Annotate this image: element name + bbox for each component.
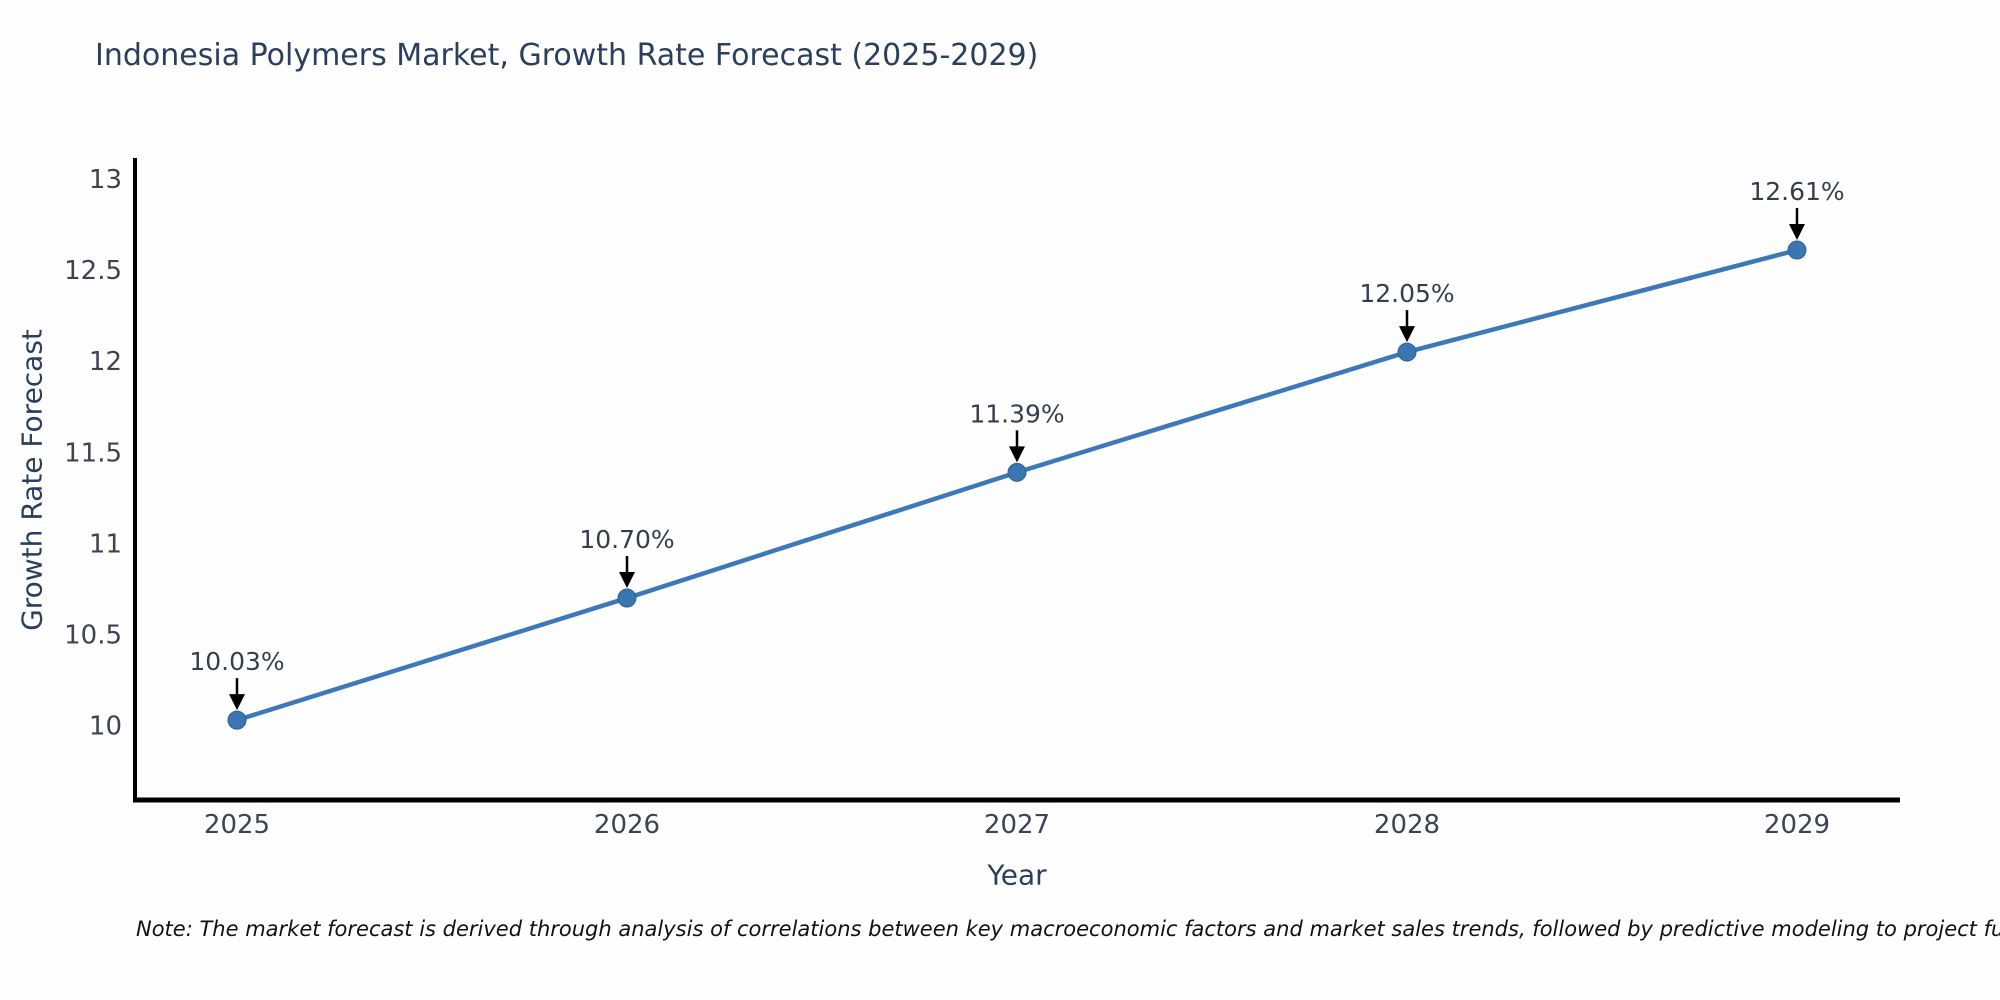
data-point-marker[interactable]	[227, 710, 247, 730]
annotation-arrow-head	[619, 572, 635, 589]
y-tick-label: 11	[89, 529, 122, 559]
annotation-arrow-head	[1399, 326, 1415, 343]
x-tick-label: 2028	[1374, 810, 1440, 840]
chart-note: Note: The market forecast is derived thr…	[136, 917, 2000, 941]
y-tick-label: 11.5	[64, 438, 122, 468]
y-tick-label: 12.5	[64, 256, 122, 286]
x-axis-title: Year	[987, 858, 1047, 892]
x-tick-label: 2025	[204, 810, 270, 840]
data-point-marker[interactable]	[1397, 342, 1417, 362]
y-tick-label: 10	[89, 712, 122, 742]
y-tick-label: 10.5	[64, 621, 122, 651]
data-point-marker[interactable]	[617, 588, 637, 608]
y-tick-label: 12	[89, 347, 122, 377]
point-label: 10.70%	[579, 525, 674, 554]
annotation-arrow-head	[1789, 224, 1805, 241]
point-label: 12.05%	[1359, 279, 1454, 308]
data-point-marker[interactable]	[1007, 462, 1027, 482]
y-tick-label: 13	[89, 165, 122, 195]
point-label: 11.39%	[969, 399, 1064, 428]
x-tick-label: 2029	[1764, 810, 1830, 840]
point-label: 12.61%	[1749, 177, 1844, 206]
chart-title: Indonesia Polymers Market, Growth Rate F…	[95, 38, 1039, 73]
annotation-arrow-head	[229, 694, 245, 711]
series-line	[234, 247, 1800, 723]
data-point-marker[interactable]	[1787, 240, 1807, 260]
x-tick-label: 2027	[984, 810, 1050, 840]
x-tick-label: 2026	[594, 810, 660, 840]
annotation-arrow-head	[1009, 446, 1025, 463]
point-label: 10.03%	[189, 647, 284, 676]
